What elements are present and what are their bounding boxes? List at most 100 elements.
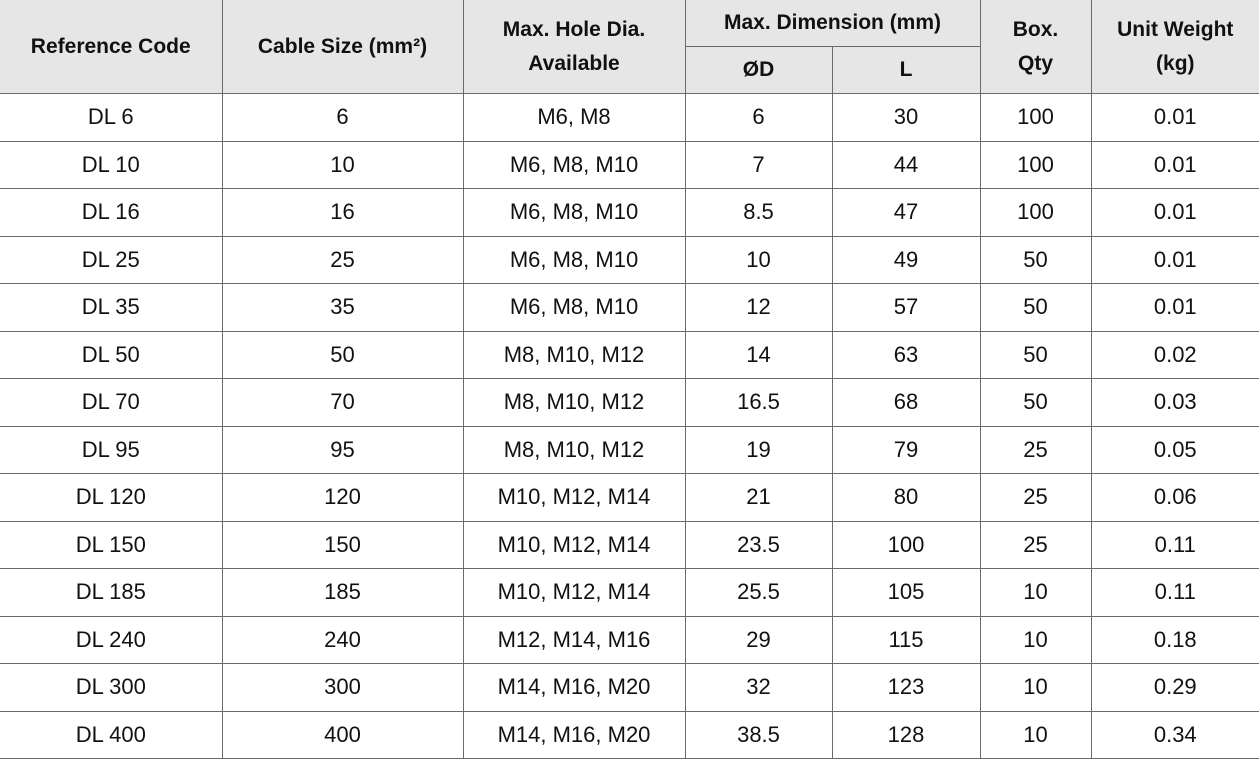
cell-unit-weight: 0.05: [1090, 425, 1259, 474]
cell-od: 16.5: [684, 378, 833, 427]
cell-l: 115: [831, 615, 981, 664]
cell-max-hole-dia: M8, M10, M12: [462, 378, 686, 427]
header-reference-code: Reference Code: [0, 0, 223, 94]
cell-cable-size: 240: [221, 615, 464, 664]
cell-cable-size: 10: [221, 140, 464, 189]
cell-reference-code: DL 70: [0, 378, 223, 427]
header-max-dimension: Max. Dimension (mm): [684, 0, 981, 47]
cell-max-hole-dia: M8, M10, M12: [462, 330, 686, 379]
cell-box-qty: 50: [979, 330, 1092, 379]
cell-od: 14: [684, 330, 833, 379]
cell-l: 79: [831, 425, 981, 474]
cell-od: 25.5: [684, 568, 833, 617]
table-row: DL 150 150 M10, M12, M14 23.5 100 25 0.11: [0, 520, 1259, 569]
cell-reference-code: DL 150: [0, 520, 223, 569]
cell-od: 10: [684, 235, 833, 284]
cell-od: 7: [684, 140, 833, 189]
cell-max-hole-dia: M6, M8, M10: [462, 140, 686, 189]
cell-max-hole-dia: M6, M8: [462, 93, 686, 142]
cell-cable-size: 150: [221, 520, 464, 569]
cell-max-hole-dia: M6, M8, M10: [462, 235, 686, 284]
cell-od: 12: [684, 283, 833, 332]
cell-reference-code: DL 35: [0, 283, 223, 332]
cell-cable-size: 185: [221, 568, 464, 617]
cell-reference-code: DL 10: [0, 140, 223, 189]
cell-od: 23.5: [684, 520, 833, 569]
cell-cable-size: 70: [221, 378, 464, 427]
cell-unit-weight: 0.34: [1090, 710, 1259, 759]
cell-box-qty: 50: [979, 378, 1092, 427]
cell-cable-size: 16: [221, 188, 464, 237]
cell-box-qty: 10: [979, 615, 1092, 664]
cell-reference-code: DL 95: [0, 425, 223, 474]
header-unit-weight: Unit Weight (kg): [1090, 0, 1259, 94]
cell-l: 57: [831, 283, 981, 332]
cell-od: 32: [684, 663, 833, 712]
table-row: DL 185 185 M10, M12, M14 25.5 105 10 0.11: [0, 568, 1259, 617]
cell-l: 44: [831, 140, 981, 189]
header-od: ØD: [685, 46, 833, 94]
cell-max-hole-dia: M14, M16, M20: [462, 710, 686, 759]
cell-max-hole-dia: M10, M12, M14: [462, 520, 686, 569]
cell-od: 38.5: [684, 710, 833, 759]
cell-l: 100: [831, 520, 981, 569]
cell-l: 128: [831, 710, 981, 759]
table-row: DL 50 50 M8, M10, M12 14 63 50 0.02: [0, 330, 1259, 379]
cell-box-qty: 50: [979, 235, 1092, 284]
header-max-hole-dia: Max. Hole Dia. Available: [462, 0, 686, 94]
cell-reference-code: DL 25: [0, 235, 223, 284]
cell-unit-weight: 0.11: [1090, 568, 1259, 617]
cell-unit-weight: 0.18: [1090, 615, 1259, 664]
cell-reference-code: DL 240: [0, 615, 223, 664]
cell-od: 8.5: [684, 188, 833, 237]
header-l: L: [831, 46, 981, 94]
table-row: DL 25 25 M6, M8, M10 10 49 50 0.01: [0, 235, 1259, 284]
cell-cable-size: 25: [221, 235, 464, 284]
cell-cable-size: 35: [221, 283, 464, 332]
table-row: DL 35 35 M6, M8, M10 12 57 50 0.01: [0, 283, 1259, 332]
cell-max-hole-dia: M6, M8, M10: [462, 283, 686, 332]
cell-l: 49: [831, 235, 981, 284]
cell-l: 68: [831, 378, 981, 427]
cell-box-qty: 25: [979, 473, 1092, 522]
table-row: DL 16 16 M6, M8, M10 8.5 47 100 0.01: [0, 188, 1259, 237]
cell-od: 29: [684, 615, 833, 664]
cell-cable-size: 6: [221, 93, 464, 142]
cell-box-qty: 25: [979, 520, 1092, 569]
table-row: DL 95 95 M8, M10, M12 19 79 25 0.05: [0, 425, 1259, 474]
cell-cable-size: 95: [221, 425, 464, 474]
cell-cable-size: 50: [221, 330, 464, 379]
cell-l: 63: [831, 330, 981, 379]
cell-reference-code: DL 400: [0, 710, 223, 759]
table-row: DL 10 10 M6, M8, M10 7 44 100 0.01: [0, 140, 1259, 189]
cell-max-hole-dia: M10, M12, M14: [462, 473, 686, 522]
cell-l: 123: [831, 663, 981, 712]
cell-reference-code: DL 6: [0, 93, 223, 142]
cell-cable-size: 300: [221, 663, 464, 712]
cell-l: 80: [831, 473, 981, 522]
table-row: DL 240 240 M12, M14, M16 29 115 10 0.18: [0, 615, 1259, 664]
cell-unit-weight: 0.01: [1090, 188, 1259, 237]
cell-box-qty: 10: [979, 568, 1092, 617]
cell-box-qty: 100: [979, 188, 1092, 237]
cell-l: 47: [831, 188, 981, 237]
cell-max-hole-dia: M14, M16, M20: [462, 663, 686, 712]
cell-box-qty: 10: [979, 710, 1092, 759]
cell-od: 19: [684, 425, 833, 474]
cell-reference-code: DL 185: [0, 568, 223, 617]
header-cable-size: Cable Size (mm²): [221, 0, 464, 94]
cell-box-qty: 25: [979, 425, 1092, 474]
cell-l: 30: [831, 93, 981, 142]
cell-max-hole-dia: M10, M12, M14: [462, 568, 686, 617]
table-row: DL 400 400 M14, M16, M20 38.5 128 10 0.34: [0, 710, 1259, 759]
cell-box-qty: 50: [979, 283, 1092, 332]
cell-max-hole-dia: M6, M8, M10: [462, 188, 686, 237]
table-row: DL 120 120 M10, M12, M14 21 80 25 0.06: [0, 473, 1259, 522]
cell-unit-weight: 0.01: [1090, 235, 1259, 284]
cell-reference-code: DL 120: [0, 473, 223, 522]
cell-unit-weight: 0.11: [1090, 520, 1259, 569]
cell-reference-code: DL 300: [0, 663, 223, 712]
cell-reference-code: DL 16: [0, 188, 223, 237]
cell-cable-size: 120: [221, 473, 464, 522]
